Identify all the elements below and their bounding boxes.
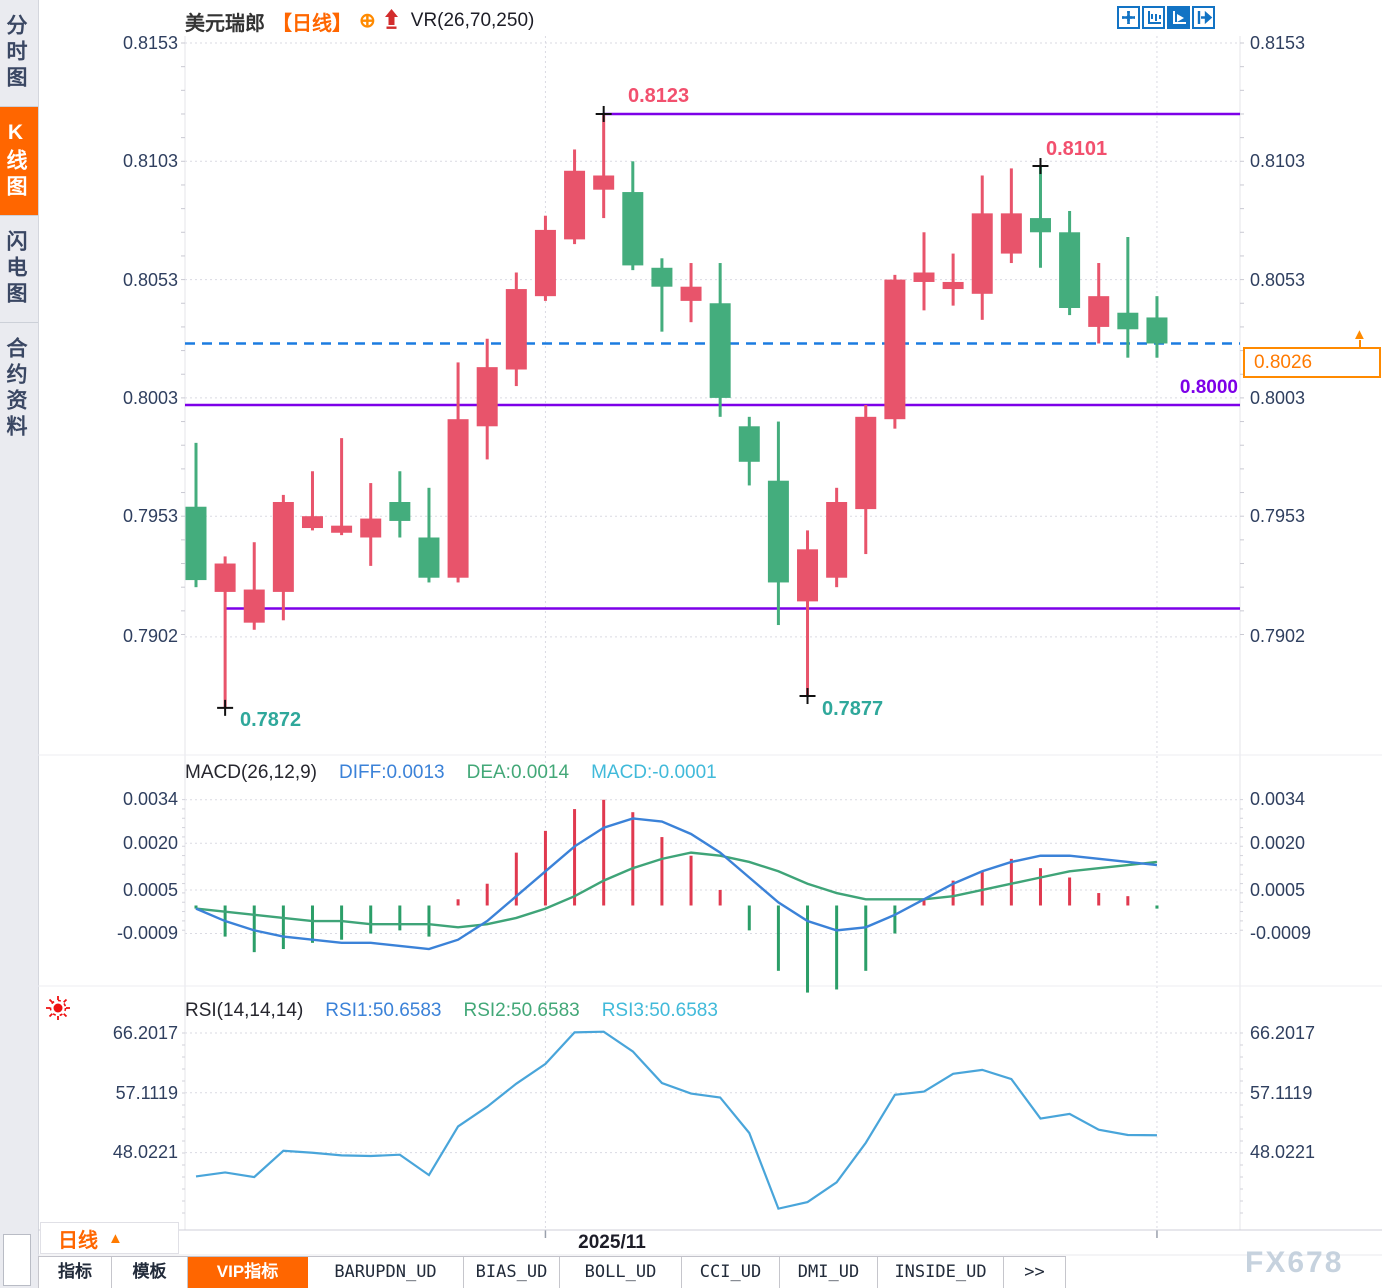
- export-icon[interactable]: [1192, 6, 1215, 29]
- rsi-axis-label: 66.2017: [1250, 1023, 1316, 1043]
- indicator-label: VR(26,70,250): [410, 10, 535, 31]
- tab-cci-ud[interactable]: CCI_UD: [682, 1257, 780, 1288]
- rsi-axis-label: 48.0221: [112, 1142, 178, 1162]
- price-axis-label: 0.7902: [1250, 626, 1306, 646]
- price-axis-label: 0.8053: [122, 270, 178, 290]
- rsi2-value: RSI2:50.6583: [463, 1000, 580, 1021]
- macd-header: MACD(26,12,9) DIFF:0.0013 DEA:0.0014 MAC…: [185, 762, 717, 784]
- up-arrow-icon: [383, 8, 400, 35]
- price-axis-label: 0.8053: [1250, 270, 1306, 290]
- swing-low-label: 0.7877: [822, 698, 884, 720]
- chart-header: 美元瑞郎 【日线】 ⊕ VR(26,70,250): [185, 6, 534, 36]
- rsi-axis-label: 66.2017: [112, 1023, 178, 1043]
- tab-boll-ud[interactable]: BOLL_UD: [560, 1257, 682, 1288]
- macd-axis-label: 0.0034: [122, 789, 178, 809]
- xaxis-date-label: 2025/11: [578, 1232, 646, 1253]
- tab-dmi-ud[interactable]: DMI_UD: [780, 1257, 878, 1288]
- tab-template[interactable]: 模板: [112, 1257, 188, 1288]
- axis-pointer-icon[interactable]: [1167, 6, 1190, 29]
- macd-axis-label: 0.0005: [1250, 880, 1306, 900]
- period-button[interactable]: 日线 ▲: [40, 1222, 179, 1254]
- rsi-axis-label: 57.1119: [1250, 1083, 1313, 1103]
- tab-barupdn-ud[interactable]: BARUPDN_UD: [308, 1257, 464, 1288]
- sidebar-item-kline-chart[interactable]: K线图: [0, 106, 38, 215]
- macd-axis-label: 0.0005: [122, 880, 178, 900]
- macd-dea-value: DEA:0.0014: [466, 762, 570, 783]
- sidebar: 分时图 K线图 闪电图 合约资料: [0, 0, 39, 1288]
- sidebar-item-contract-info[interactable]: 合约资料: [0, 322, 38, 455]
- price-axis-label: 0.7902: [122, 626, 178, 646]
- rsi1-value: RSI1:50.6583: [325, 1000, 442, 1021]
- price-axis-label: 0.7953: [122, 506, 178, 526]
- macd-axis-label: -0.0009: [116, 923, 178, 943]
- triangle-up-icon: ▲: [108, 1229, 123, 1247]
- price-axis-label: 0.8003: [122, 388, 178, 408]
- macd-axis-label: 0.0020: [122, 833, 178, 853]
- tab-bias-ud[interactable]: BIAS_UD: [464, 1257, 560, 1288]
- axis-scale-icon[interactable]: [1142, 6, 1165, 29]
- rsi-axis-label: 48.0221: [1250, 1142, 1316, 1162]
- swing-low-label: 0.7872: [240, 709, 302, 731]
- price-axis-label: 0.8103: [1250, 151, 1306, 171]
- macd-axis-label: 0.0034: [1250, 789, 1306, 809]
- crosshair-icon[interactable]: [1117, 6, 1140, 29]
- period-button-label: 日线: [58, 1229, 98, 1252]
- circle-plus-icon[interactable]: ⊕: [359, 10, 376, 32]
- last-price-tag: 0.8026: [1243, 347, 1381, 378]
- macd-title: MACD(26,12,9): [185, 762, 317, 783]
- rsi-header: RSI(14,14,14) RSI1:50.6583 RSI2:50.6583 …: [185, 1000, 718, 1022]
- period-tag: 【日线】: [272, 12, 352, 35]
- price-axis-label: 0.8153: [1250, 33, 1306, 53]
- alarm-dot-icon[interactable]: [44, 994, 72, 1027]
- rsi-title: RSI(14,14,14): [185, 1000, 304, 1021]
- last-price-marker-icon: ▲: [1352, 326, 1367, 343]
- rsi-axis-label: 57.1119: [115, 1083, 178, 1103]
- swing-high-label: 0.8123: [628, 85, 690, 107]
- bottom-tabbar: 指标 模板 VIP指标 BARUPDN_UD BIAS_UD BOLL_UD C…: [38, 1256, 1066, 1288]
- symbol-title: 美元瑞郎: [185, 12, 265, 35]
- tab-vip-indicator[interactable]: VIP指标: [188, 1257, 308, 1288]
- watermark: FX678: [1245, 1246, 1344, 1279]
- swing-high-label: 0.8101: [1046, 138, 1108, 160]
- round-level-label: 0.8000: [1179, 377, 1238, 398]
- macd-axis-label: -0.0009: [1250, 923, 1312, 943]
- tab-indicator[interactable]: 指标: [38, 1257, 112, 1288]
- macd-axis-label: 0.0020: [1250, 833, 1306, 853]
- price-axis-label: 0.8153: [122, 33, 178, 53]
- price-axis-label: 0.7953: [1250, 506, 1306, 526]
- macd-diff-value: DIFF:0.0013: [339, 762, 445, 783]
- toolbar: [1117, 6, 1215, 29]
- tab-inside-ud[interactable]: INSIDE_UD: [878, 1257, 1004, 1288]
- macd-macd-value: MACD:-0.0001: [591, 762, 717, 783]
- price-axis-label: 0.8003: [1250, 388, 1306, 408]
- price-axis-label: 0.8103: [122, 151, 178, 171]
- tab-more[interactable]: >>: [1004, 1257, 1066, 1288]
- sidebar-item-flash-chart[interactable]: 闪电图: [0, 215, 38, 322]
- sidebar-bottom-box: [3, 1234, 31, 1286]
- sidebar-item-minute-chart[interactable]: 分时图: [4, 14, 27, 92]
- rsi3-value: RSI3:50.6583: [601, 1000, 718, 1021]
